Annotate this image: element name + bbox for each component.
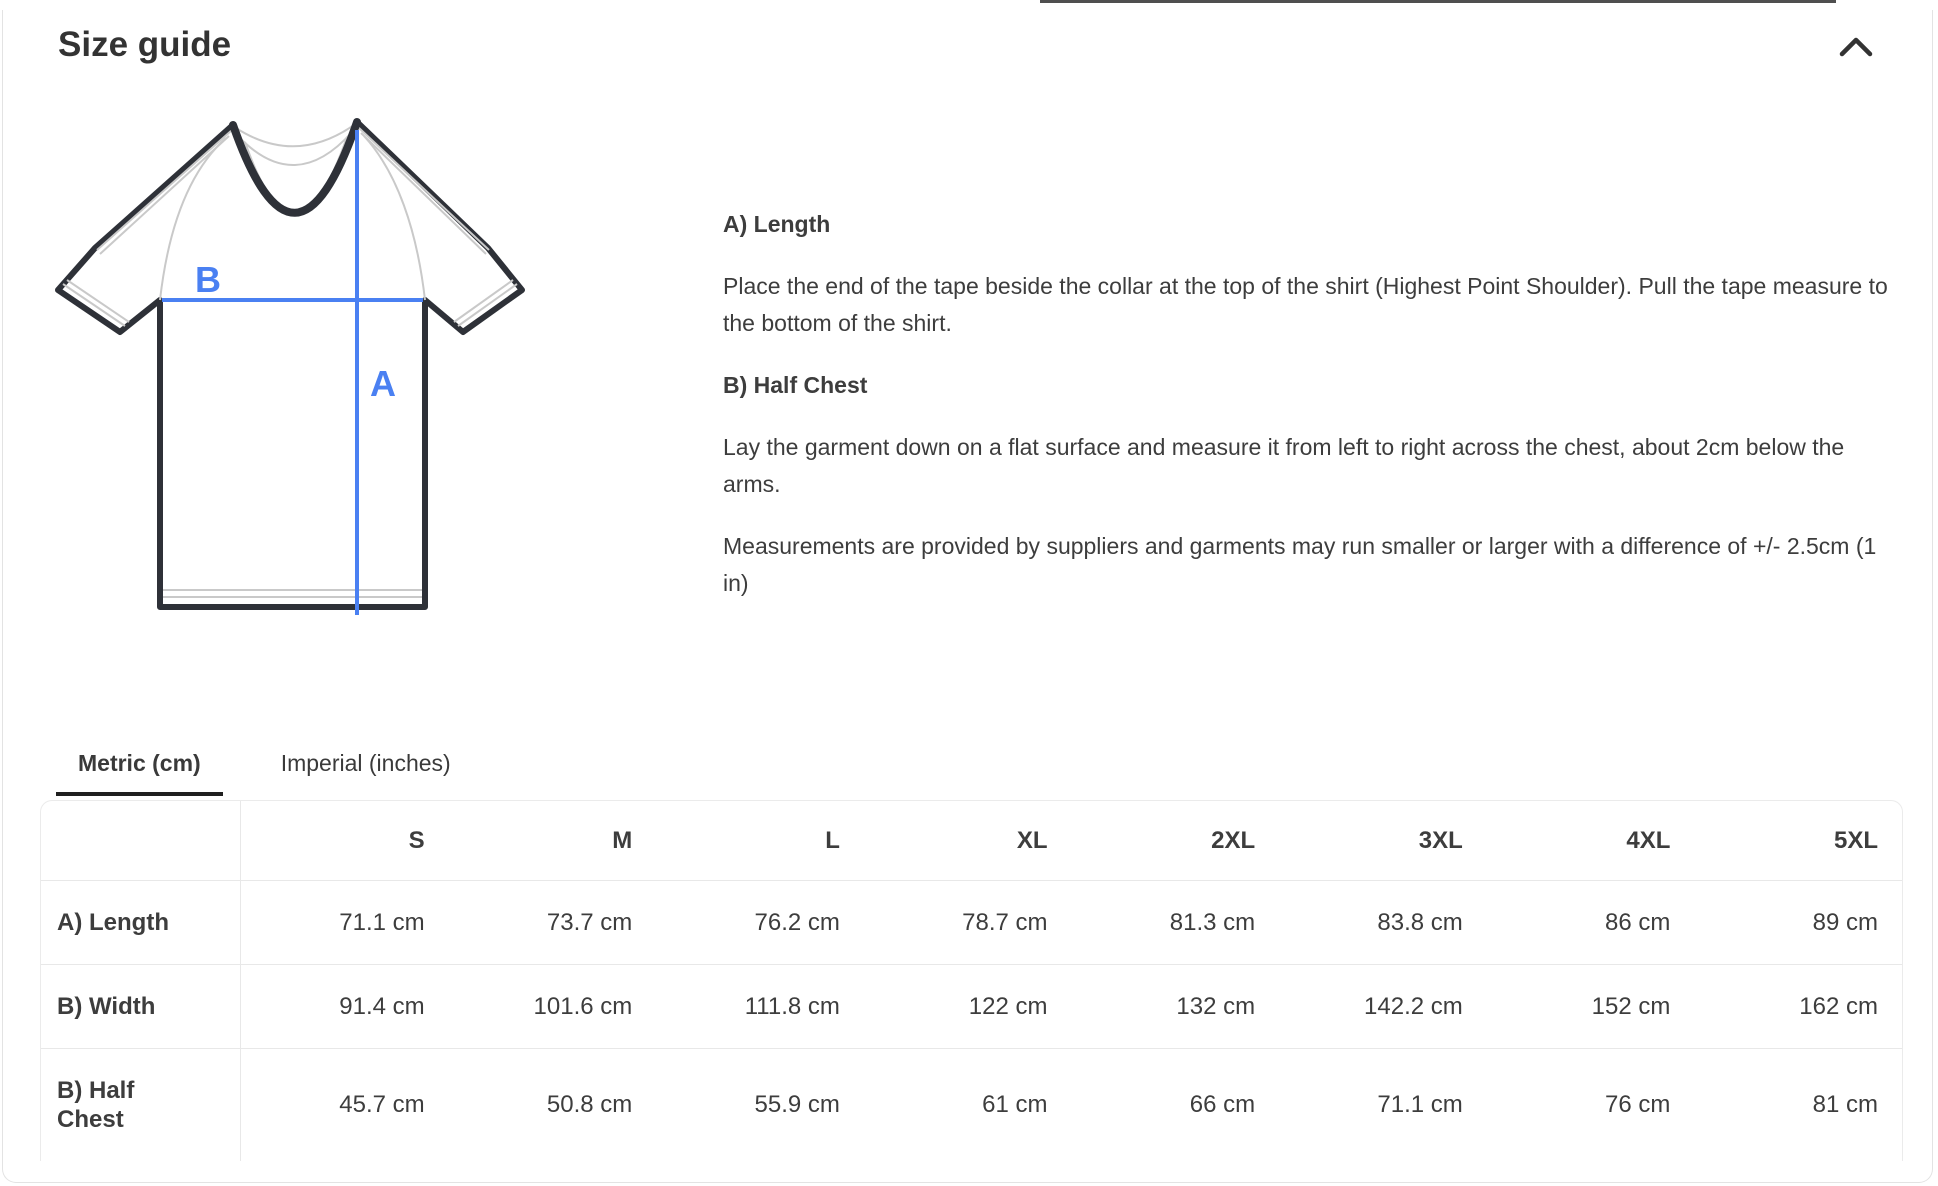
- page-title: Size guide: [58, 25, 232, 64]
- top-divider: [1040, 0, 1836, 3]
- table-cell: 61 cm: [982, 1091, 1048, 1118]
- table-cell: 111.8 cm: [744, 992, 840, 1020]
- row-label: B) Width: [41, 965, 241, 1048]
- tab-metric[interactable]: Metric (cm): [56, 748, 223, 796]
- unit-tabs: Metric (cm) Imperial (inches): [56, 748, 473, 796]
- table-cell: 152 cm: [1591, 992, 1671, 1020]
- table-cell: 89 cm: [1812, 908, 1878, 936]
- table-cell: 86 cm: [1605, 908, 1671, 936]
- column-header: 2XL: [1211, 826, 1256, 854]
- collapse-button[interactable]: [1832, 23, 1880, 71]
- table-cell: 76 cm: [1605, 1091, 1671, 1118]
- table-row: B) Half Chest 45.7 cm 50.8 cm 55.9 cm 61 cm 6…: [41, 1049, 1902, 1161]
- measuring-instructions: A) Length Place the end of the tape besi…: [723, 206, 1893, 602]
- column-header: 3XL: [1418, 826, 1463, 854]
- table-row: B) Width 91.4 cm 101.6 cm 111.8 cm 122 cm 132…: [41, 965, 1902, 1049]
- table-cell: 66 cm: [1189, 1091, 1256, 1118]
- row-label: B) Half Chest: [41, 1049, 241, 1161]
- row-label: A) Length: [41, 881, 241, 964]
- tshirt-diagram: B A: [55, 118, 525, 615]
- column-header: XL: [1016, 826, 1048, 854]
- column-header: M: [612, 826, 633, 854]
- instruction-heading-half-chest: B) Half Chest: [723, 372, 868, 398]
- column-header: 5XL: [1833, 826, 1878, 854]
- table-cell: 81.3 cm: [1169, 908, 1256, 936]
- size-table-header-row: S M L XL 2XL 3XL 4XL 5XL: [41, 801, 1902, 881]
- table-cell: 55.9 cm: [754, 1091, 840, 1118]
- table-cell: 71.1 cm: [1377, 1091, 1463, 1118]
- tab-imperial[interactable]: Imperial (inches): [280, 750, 451, 776]
- table-cell: 76.2 cm: [754, 908, 840, 936]
- chevron-up-icon: [1839, 37, 1873, 57]
- table-cell: 71.1 cm: [339, 908, 425, 936]
- table-cell: 83.8 cm: [1377, 908, 1463, 936]
- column-header: S: [408, 826, 425, 854]
- column-header: L: [825, 826, 840, 854]
- tshirt-seams: [62, 124, 518, 598]
- table-row: A) Length 71.1 cm 73.7 cm 76.2 cm 78.7 cm 81.…: [41, 881, 1902, 965]
- corner-cell: [41, 801, 241, 880]
- table-cell: 162 cm: [1799, 992, 1878, 1020]
- size-table: S M L XL 2XL 3XL 4XL 5XL A) Length 71.1 cm 73.7 c…: [40, 800, 1903, 1161]
- table-cell: 91.4 cm: [339, 992, 425, 1020]
- table-cell: 81 cm: [1812, 1091, 1878, 1118]
- table-cell: 142.2 cm: [1364, 992, 1463, 1020]
- table-cell: 50.8 cm: [546, 1091, 633, 1118]
- table-cell: 78.7 cm: [962, 908, 1048, 936]
- instruction-body-length: Place the end of the tape beside the col…: [723, 273, 1888, 336]
- instruction-heading-length: A) Length: [723, 211, 831, 237]
- tshirt-outline: [55, 119, 525, 610]
- chest-measure-label: B: [195, 259, 221, 300]
- table-cell: 122 cm: [968, 992, 1048, 1020]
- length-measure-label: A: [370, 363, 396, 404]
- table-cell: 45.7 cm: [339, 1091, 425, 1118]
- column-header: 4XL: [1626, 826, 1671, 854]
- table-cell: 73.7 cm: [546, 908, 633, 936]
- supplier-note: Measurements are provided by suppliers a…: [723, 533, 1877, 596]
- collar-outline: [229, 118, 361, 217]
- table-cell: 101.6 cm: [533, 992, 633, 1020]
- instruction-body-half-chest: Lay the garment down on a flat surface a…: [723, 434, 1845, 497]
- table-cell: 132 cm: [1176, 992, 1256, 1020]
